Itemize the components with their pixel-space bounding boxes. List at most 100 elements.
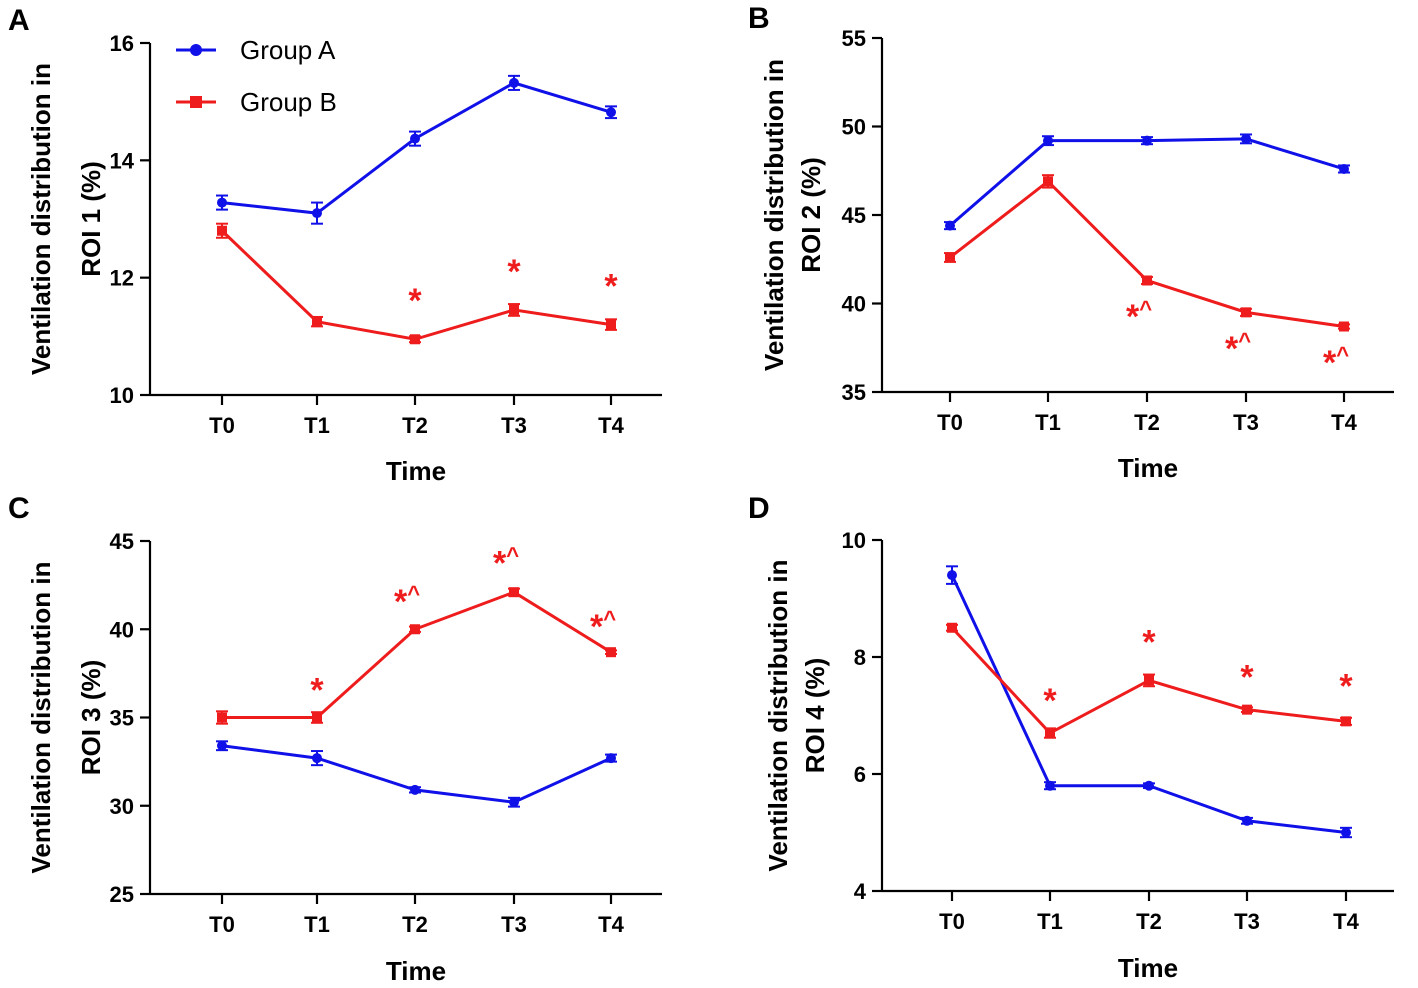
y-tick-label: 25	[110, 882, 134, 907]
data-point	[1144, 780, 1154, 791]
y-axis-title: Ventilation distribution in	[26, 63, 56, 375]
data-point	[312, 753, 322, 764]
y-axis-title: Ventilation distribution in	[759, 59, 789, 371]
x-tick-label: T3	[501, 912, 527, 937]
y-axis-title: ROI 2 (%)	[796, 157, 826, 273]
legend-label: Group A	[240, 35, 336, 65]
series-group-b	[216, 587, 617, 725]
data-point	[312, 316, 322, 327]
annotation-star: *	[394, 583, 408, 621]
series-group-a	[944, 133, 1350, 231]
data-point	[312, 712, 322, 723]
significance-annotation: *	[310, 671, 324, 709]
data-point	[947, 622, 957, 633]
significance-annotation: *^	[590, 606, 616, 646]
series-line	[222, 590, 612, 719]
x-axis-title: Time	[386, 456, 446, 486]
data-point	[509, 304, 519, 315]
significance-annotation: *	[604, 268, 618, 306]
annotation-star: *	[1339, 667, 1353, 705]
y-tick-label: 14	[110, 148, 135, 173]
x-tick-label: T4	[598, 912, 624, 937]
data-point	[606, 647, 616, 658]
y-tick-label: 55	[842, 26, 866, 51]
significance-annotation: *	[1043, 682, 1057, 720]
x-tick-label: T1	[1035, 410, 1061, 435]
y-tick-label: 10	[110, 383, 134, 408]
data-point	[509, 587, 519, 598]
annotation-star: *	[590, 608, 604, 646]
data-point	[1142, 275, 1152, 286]
series-line	[950, 574, 1347, 834]
x-tick-label: T1	[304, 413, 330, 438]
data-point	[1341, 827, 1351, 838]
y-tick-label: 40	[110, 617, 134, 642]
x-tick-label: T4	[1331, 410, 1357, 435]
significance-annotation: *^	[493, 542, 519, 582]
x-tick-label: T4	[1333, 909, 1359, 934]
data-point	[1142, 135, 1152, 146]
chart-panel-b: B 35 40 45 50 55 T0 T1 T2 T3 T4 Time Ventilation dis…	[748, 2, 1394, 483]
data-point	[1339, 321, 1349, 332]
annotation-caret: ^	[1139, 296, 1152, 321]
annotation-star: *	[1043, 682, 1057, 720]
y-tick-label: 4	[854, 879, 867, 904]
y-tick-label: 50	[842, 115, 866, 140]
x-axis-title: Time	[386, 956, 446, 986]
panel-letter: D	[748, 492, 770, 525]
y-axis-title: ROI 4 (%)	[800, 658, 830, 774]
legend-marker	[190, 44, 202, 56]
x-axis-title: Time	[1118, 453, 1178, 483]
y-tick-label: 45	[110, 529, 134, 554]
y-axis-title: ROI 3 (%)	[76, 660, 106, 776]
x-tick-label: T2	[1136, 909, 1162, 934]
annotation-caret: ^	[506, 542, 519, 567]
data-point	[1144, 675, 1154, 686]
legend-marker	[190, 96, 202, 108]
annotation-caret: ^	[603, 606, 616, 631]
panel-letter: C	[8, 492, 30, 525]
x-tick-label: T1	[1037, 909, 1063, 934]
series-group-b	[216, 222, 617, 345]
significance-annotation: *^	[1323, 342, 1349, 382]
data-point	[606, 319, 616, 330]
y-axis-title: Ventilation distribution in	[763, 560, 793, 872]
y-tick-label: 16	[110, 31, 134, 56]
data-point	[606, 753, 616, 764]
y-tick-label: 12	[110, 266, 134, 291]
legend: Group A Group B	[176, 35, 337, 117]
significance-annotation: *	[507, 253, 521, 291]
annotation-star: *	[1142, 623, 1156, 661]
data-point	[1241, 307, 1251, 318]
x-tick-label: T2	[1134, 410, 1160, 435]
y-tick-label: 35	[842, 380, 866, 405]
data-point	[410, 624, 420, 635]
annotation-star: *	[310, 671, 324, 709]
y-tick-label: 40	[842, 292, 866, 317]
y-tick-label: 45	[842, 203, 866, 228]
legend-item: Group A	[176, 35, 336, 65]
series-group-b	[944, 174, 1350, 332]
x-tick-label: T4	[598, 413, 624, 438]
data-point	[410, 784, 420, 795]
x-tick-label: T0	[937, 410, 963, 435]
data-point	[1341, 716, 1351, 727]
significance-annotation: *^	[1126, 296, 1152, 336]
chart-panel-d: D 4 6 8 10 T0 T1 T2 T3 T4 Time Ventilation distribu…	[748, 492, 1394, 983]
annotation-star: *	[1240, 659, 1254, 697]
x-tick-label: T0	[939, 909, 965, 934]
annotation-star: *	[493, 544, 507, 582]
data-point	[945, 220, 955, 231]
annotation-caret: ^	[407, 581, 420, 606]
x-tick-label: T3	[1233, 410, 1259, 435]
significance-annotation: *	[1240, 659, 1254, 697]
y-tick-label: 35	[110, 706, 134, 731]
x-tick-label: T2	[402, 413, 428, 438]
x-axis-title: Time	[1118, 953, 1178, 983]
y-tick-label: 6	[854, 762, 866, 787]
legend-item: Group B	[176, 87, 337, 117]
data-point	[410, 133, 420, 144]
panel-letter: A	[8, 4, 30, 37]
data-point	[217, 197, 227, 208]
data-point	[1241, 133, 1251, 144]
